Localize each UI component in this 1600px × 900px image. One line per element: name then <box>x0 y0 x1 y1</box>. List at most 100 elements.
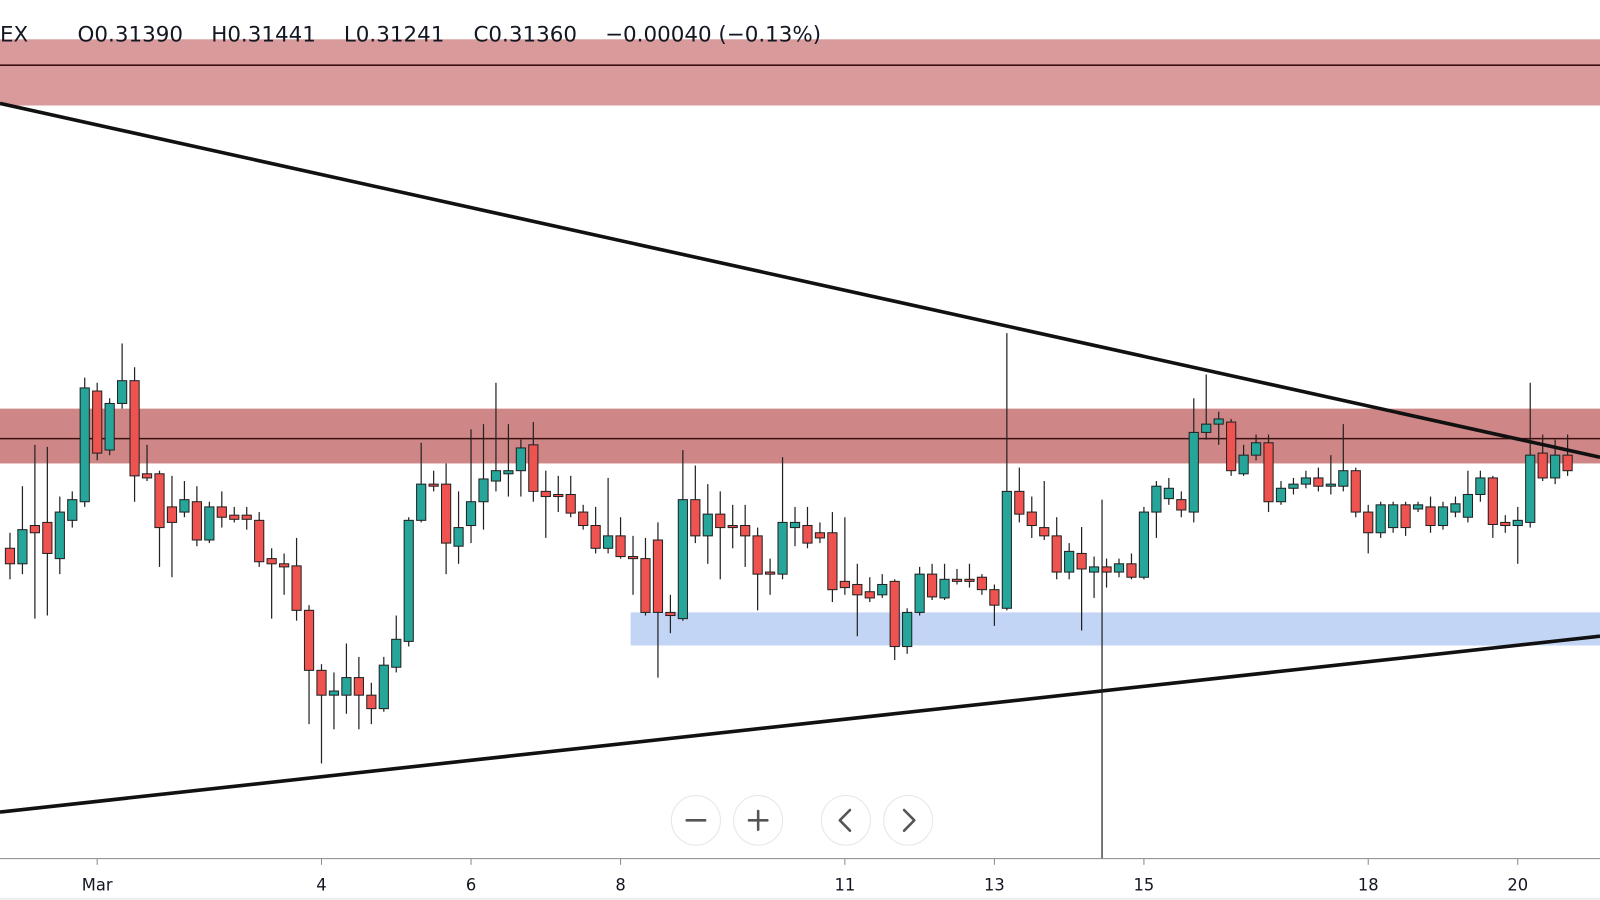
candle-body <box>528 444 539 492</box>
x-tick-label: 8 <box>615 876 625 895</box>
candle-body <box>727 525 738 529</box>
candle-body <box>939 578 950 599</box>
candle-body <box>1001 490 1012 609</box>
candle-body <box>789 521 801 529</box>
candle-body <box>902 611 913 648</box>
candle-body <box>1288 483 1299 489</box>
candle-body <box>29 525 40 534</box>
candle-body <box>17 529 28 565</box>
x-tick-label: 6 <box>466 876 476 895</box>
candle-body <box>976 576 988 591</box>
trendline <box>0 101 1600 460</box>
candle-body <box>1350 470 1361 513</box>
support-zone <box>630 612 1600 646</box>
candle-body <box>378 664 389 710</box>
candle-body <box>1537 452 1548 479</box>
candle-body <box>1201 423 1212 433</box>
candle-body <box>889 580 900 648</box>
candle-body <box>590 525 601 549</box>
candle-body <box>1250 442 1262 456</box>
candle-body <box>279 563 290 568</box>
scroll-right-button[interactable] <box>883 795 934 846</box>
candle-body <box>1039 527 1050 537</box>
candle-body <box>1500 521 1511 527</box>
candle-body <box>1076 552 1087 570</box>
candle-body <box>951 578 963 582</box>
resistance-zone <box>0 408 1600 464</box>
candle-body <box>615 535 626 558</box>
candle-body <box>4 547 16 565</box>
x-tick-label: 18 <box>1358 876 1379 895</box>
candle-body <box>1275 487 1287 503</box>
candle-body <box>204 506 215 541</box>
candle-body <box>1213 418 1224 425</box>
x-tick-label: 20 <box>1507 876 1528 895</box>
candle-body <box>1325 483 1336 487</box>
candles <box>4 333 1573 764</box>
candle-body <box>216 506 227 518</box>
candle-body <box>166 506 178 523</box>
candle-body <box>852 583 863 596</box>
candle-body <box>1151 485 1162 513</box>
candle-body <box>328 690 340 696</box>
candle-body <box>490 470 502 482</box>
candle-body <box>42 521 53 554</box>
candle-body <box>802 525 813 544</box>
candle-body <box>453 527 464 547</box>
candle-body <box>316 669 327 696</box>
candle-body <box>303 609 315 671</box>
candle-body <box>1475 477 1486 496</box>
candle-body <box>989 589 1000 606</box>
candle-body <box>179 499 190 513</box>
candle-body <box>1051 535 1062 573</box>
candle-body <box>578 511 589 527</box>
candle-body <box>67 499 78 521</box>
candle-body <box>1163 487 1174 500</box>
candle-body <box>777 521 788 575</box>
legend-header: EX O0.31390 H0.31441 L0.31241 C0.31360 −… <box>0 22 821 47</box>
candle-body <box>926 573 938 598</box>
candle-body <box>341 677 352 696</box>
candle-body <box>1226 421 1237 472</box>
candle-body <box>117 380 128 404</box>
zoom-in-button[interactable] <box>733 795 784 846</box>
zoom-out-button[interactable] <box>670 795 721 846</box>
candle-body <box>1388 504 1399 529</box>
candle-body <box>191 501 202 541</box>
candle-body <box>1412 504 1424 510</box>
candle-body <box>565 493 576 514</box>
candle-body <box>391 638 402 668</box>
candle-body <box>141 473 153 479</box>
candle-body <box>441 483 452 544</box>
candle-body <box>1313 477 1324 487</box>
candle-body <box>428 483 439 487</box>
change-value: −0.00040 (−0.13%) <box>605 22 821 47</box>
scroll-left-button[interactable] <box>820 795 871 846</box>
candle-body <box>1026 511 1037 527</box>
candle-body <box>1014 490 1025 515</box>
candle-body <box>914 573 925 613</box>
candle-body <box>241 514 252 520</box>
drawings <box>0 39 1600 646</box>
navigation <box>670 795 934 846</box>
candle-body <box>1437 506 1449 527</box>
candle-body <box>254 519 265 563</box>
candle-body <box>1425 506 1436 527</box>
trendline <box>0 634 1600 814</box>
candle-body <box>1101 566 1112 573</box>
candle-body <box>478 478 489 503</box>
candle-body <box>677 499 688 620</box>
candle-body <box>602 535 614 549</box>
x-tick-label: 11 <box>834 876 855 895</box>
candle-body <box>229 514 240 520</box>
candle-body <box>627 556 639 560</box>
candle-body <box>540 490 551 498</box>
candle-body <box>764 571 776 575</box>
candle-body <box>1263 442 1274 503</box>
candle-body <box>465 501 477 527</box>
candle-body <box>702 513 713 537</box>
candle-body <box>690 499 701 537</box>
candle-body <box>266 558 277 565</box>
